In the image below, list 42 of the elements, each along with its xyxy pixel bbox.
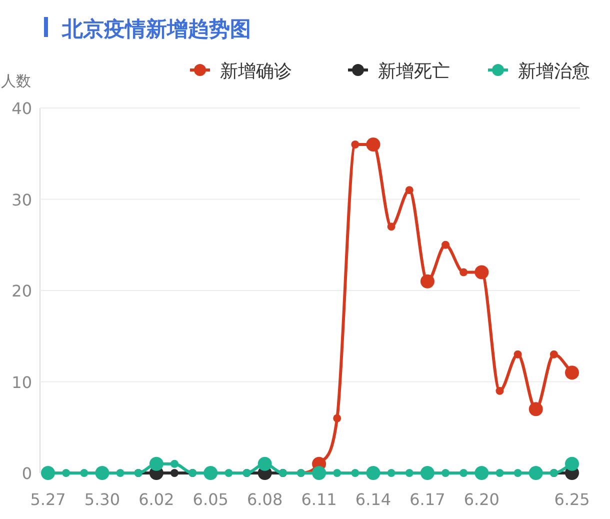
- x-tick-label: 6.25: [554, 490, 590, 509]
- point: [460, 268, 468, 276]
- y-tick-label: 10: [12, 372, 32, 392]
- point: [116, 469, 124, 477]
- x-tick-label: 6.11: [301, 490, 337, 509]
- chart-title: 北京疫情新增趋势图: [61, 17, 251, 41]
- point: [170, 460, 178, 468]
- x-tick-label: 5.30: [84, 490, 120, 509]
- point: [442, 469, 450, 477]
- y-axis-title: 人数: [1, 72, 31, 90]
- y-tick-label: 30: [12, 190, 32, 210]
- point: [387, 469, 396, 477]
- point: [333, 469, 342, 477]
- point: [351, 469, 360, 477]
- point: [405, 186, 414, 194]
- point: [514, 469, 522, 477]
- point: [80, 469, 88, 477]
- point: [405, 469, 414, 477]
- point: [442, 240, 450, 249]
- x-tick-label: 6.05: [192, 490, 228, 509]
- x-tick-label: 6.20: [464, 490, 500, 509]
- point: [224, 469, 233, 477]
- x-tick-label: 5.27: [30, 490, 66, 509]
- point: [351, 140, 360, 148]
- y-tick-label: 20: [12, 282, 32, 300]
- x-tick-label: 6.02: [138, 490, 174, 509]
- point: [62, 469, 70, 477]
- point: [514, 350, 522, 358]
- legend-label: 新增确诊: [220, 61, 292, 82]
- point: [496, 469, 504, 477]
- point: [333, 414, 342, 422]
- x-tick-label: 6.08: [247, 490, 283, 509]
- point: [460, 469, 468, 477]
- legend-label: 新增治愈: [518, 61, 590, 82]
- y-tick-label: 40: [12, 99, 32, 118]
- y-tick-label: 0: [22, 464, 32, 483]
- point: [387, 222, 396, 231]
- point: [496, 386, 504, 395]
- x-tick-label: 6.17: [410, 490, 446, 509]
- point: [550, 350, 558, 358]
- x-tick-label: 6.14: [355, 490, 392, 509]
- legend-label: 新增死亡: [378, 61, 450, 82]
